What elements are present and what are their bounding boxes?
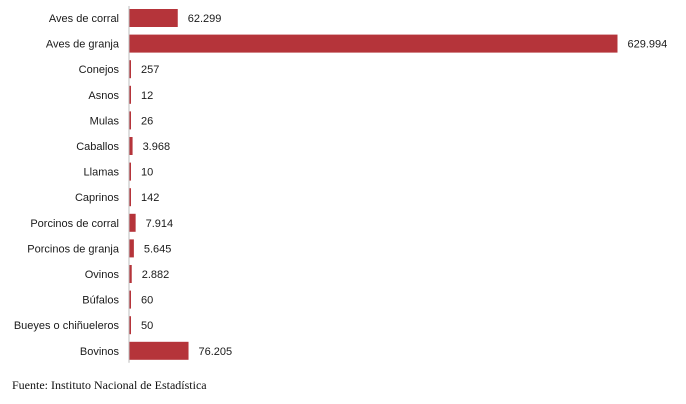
bar (129, 85, 131, 104)
bar (129, 213, 136, 232)
value-label: 629.994 (628, 39, 668, 51)
bar (129, 290, 131, 309)
bar (129, 316, 131, 335)
category-label: Asnos (88, 90, 119, 102)
value-label: 3.968 (143, 141, 171, 153)
bar (129, 111, 131, 130)
value-label: 12 (141, 90, 153, 102)
category-label: Mulas (90, 115, 120, 127)
category-label: Aves de granja (46, 39, 120, 51)
category-label: Conejos (79, 64, 120, 76)
bar (129, 34, 618, 53)
value-label: 62.299 (188, 13, 222, 25)
value-label: 26 (141, 115, 153, 127)
bars-group (129, 9, 618, 360)
category-label: Bovinos (80, 346, 120, 358)
value-label: 257 (141, 64, 159, 76)
category-label: Llamas (84, 167, 120, 179)
value-label: 76.205 (199, 346, 233, 358)
category-label: Porcinos de granja (27, 243, 120, 255)
category-label: Porcinos de corral (30, 218, 119, 230)
value-label: 7.914 (146, 218, 174, 230)
value-label: 142 (141, 192, 159, 204)
category-labels-group: Aves de corral Aves de granja Conejos Asnos… (14, 13, 120, 358)
category-label: Aves de corral (49, 13, 119, 25)
value-label: 2.882 (142, 269, 170, 281)
chart-area: Aves de corral Aves de granja Conejos Asnos… (14, 6, 667, 363)
value-label: 60 (141, 295, 153, 307)
category-label: Búfalos (82, 295, 119, 307)
value-label: 10 (141, 167, 153, 179)
bar (129, 60, 131, 79)
bar (129, 9, 178, 27)
category-label: Caprinos (75, 192, 120, 204)
bar (129, 188, 131, 207)
value-labels-group: 62.299 629.994 257 12 26 3.968 10 142 7.914 5.645… (141, 13, 667, 358)
value-label: 5.645 (144, 243, 172, 255)
category-label: Caballos (76, 141, 119, 153)
bar (129, 162, 131, 181)
category-label: Bueyes o chiñueleros (14, 320, 120, 332)
source-note: Fuente: Instituto Nacional de Estadístic… (12, 378, 207, 392)
bar (129, 137, 133, 155)
bar (129, 341, 189, 360)
value-label: 50 (141, 320, 153, 332)
bar (129, 265, 132, 283)
category-label: Ovinos (85, 269, 120, 281)
bar-chart: Aves de corral Aves de granja Conejos Asnos… (14, 6, 667, 363)
bar (129, 239, 134, 258)
